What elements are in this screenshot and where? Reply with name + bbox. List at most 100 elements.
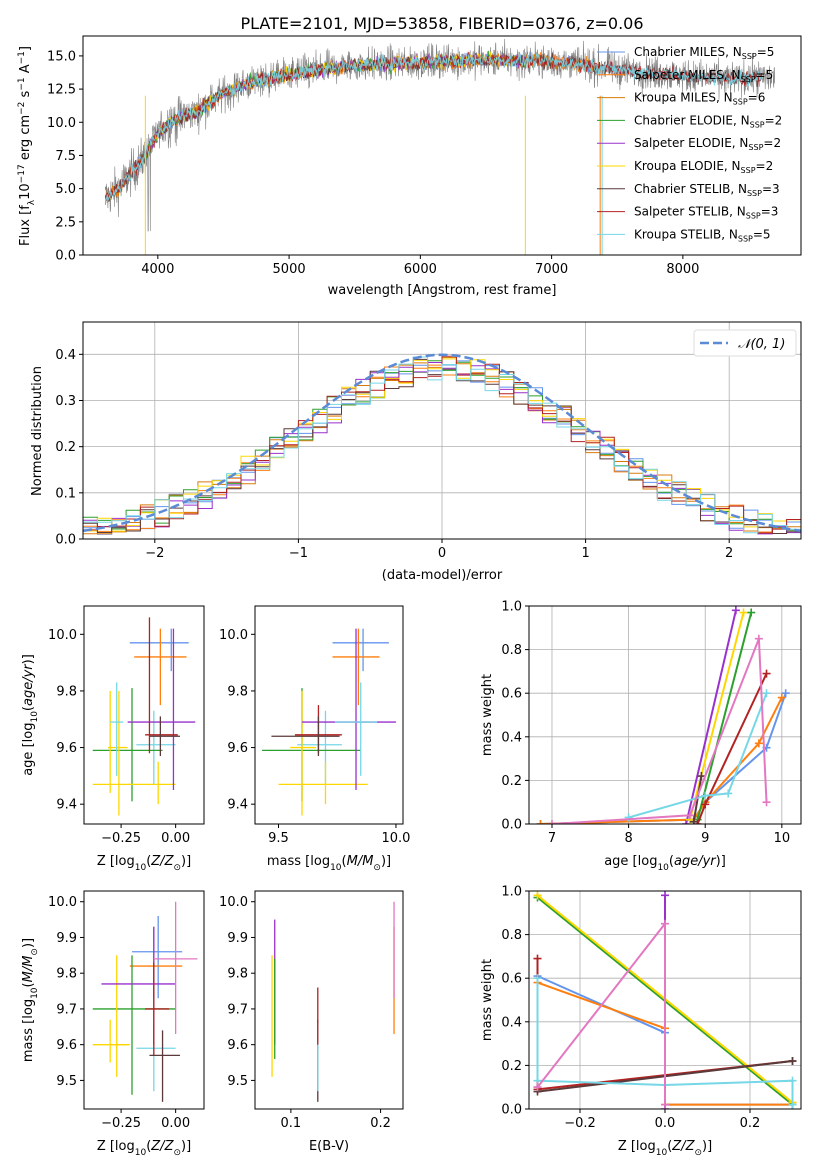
x-tick-label: 7: [548, 831, 556, 846]
panel-age-vs-Z: −0.25 0.00 9.4 9.6 9.8 10.0: [48, 605, 205, 846]
legend-label: Chabrier ELODIE, NSSP=2: [634, 113, 782, 129]
weight-marker: [762, 669, 771, 678]
y-tick-label: 1.0: [501, 885, 522, 900]
y-tick-label: 0.0: [501, 818, 522, 833]
y-tick-label: 2.5: [55, 215, 76, 230]
weight-marker: [788, 1100, 797, 1109]
legend-label: Salpeter MILES, NSSP=5: [634, 68, 773, 84]
y-axis-label: Normed distribution: [30, 366, 45, 496]
y-tick-label: 0.0: [55, 533, 76, 548]
legend-label: Kroupa ELODIE, NSSP=2: [634, 159, 773, 175]
y-tick-label: 10.0: [219, 628, 248, 643]
x-tick-label: 9.5: [268, 831, 289, 846]
weight-marker: [724, 789, 733, 798]
figure-title: PLATE=2101, MJD=53858, FIBERID=0376, z=0…: [240, 14, 643, 33]
y-tick-label: 0.0: [55, 249, 76, 264]
axes-frame: [254, 605, 404, 825]
weight-marker: [533, 1083, 542, 1092]
weight-marker: [731, 606, 740, 615]
x-tick-label: 0.00: [161, 1116, 190, 1131]
legend-label: Salpeter STELIB, NSSP=3: [634, 205, 778, 221]
x-axis-label: age [log10(age/yr)]: [604, 854, 726, 873]
y-tick-label: 9.6: [227, 1038, 248, 1053]
x-tick-label: 10: [774, 831, 791, 846]
y-axis-label: Flux [fλ10−17 erg cm−2 s−1 A−1]: [17, 46, 37, 246]
x-tick-label: 0.0: [655, 1116, 676, 1131]
panel-age-vs-mass: 9.5 10.0 9.4 9.6 9.8 10.0: [219, 605, 410, 846]
weight-marker: [781, 689, 790, 698]
x-tick-label: −0.2: [564, 1116, 596, 1131]
weight-marker: [661, 919, 669, 928]
model-spectrum-line: [104, 51, 763, 203]
weight-marker: [685, 811, 694, 820]
y-tick-label: 10.0: [48, 895, 77, 910]
x-tick-label: 8: [624, 831, 632, 846]
axes-frame: [83, 605, 205, 825]
x-tick-label: −0.25: [101, 1116, 141, 1131]
y-tick-label: 9.4: [227, 798, 248, 813]
panel-mass-vs-Z: −0.25 0.00 9.5 9.6 9.7 9.8 9.9 10.0: [48, 890, 205, 1131]
legend-box: [693, 329, 797, 357]
x-tick-label: −2: [145, 546, 164, 561]
y-tick-label: 9.6: [56, 741, 77, 756]
y-tick-label: 0.8: [501, 643, 522, 658]
weight-line: [551, 638, 768, 824]
panel-spectrum: 4000 5000 6000 7000 8000 0.0 2.5 5.0 7.5 10.0 12.5…: [47, 35, 802, 298]
weight-marker: [682, 820, 691, 824]
y-tick-label: 0.2: [55, 440, 76, 455]
observed-spectrum-line: [105, 38, 775, 232]
x-axis-label: Z [log10(Z/Z⊙)]: [97, 1139, 191, 1158]
weight-marker: [762, 798, 771, 807]
legend-label: Chabrier MILES, NSSP=5: [634, 45, 774, 61]
x-tick-label: 0.1: [281, 1116, 302, 1131]
axes-frame: [254, 890, 404, 1110]
legend-label: Salpeter ELODIE, NSSP=2: [634, 136, 781, 152]
panel-residuals: −2 −1 0 1 2 0.0 0.1 0.2 0.3 0.4 𝒩(0, 1) (data-model…: [30, 321, 802, 583]
weight-marker: [788, 1076, 797, 1085]
plot-area: [83, 353, 801, 535]
y-tick-label: 0.3: [55, 394, 76, 409]
weight-marker: [701, 800, 710, 809]
x-tick-label: −0.25: [101, 831, 141, 846]
x-tick-label: 8000: [666, 262, 699, 277]
y-tick-label: 9.9: [227, 931, 248, 946]
y-tick-label: 0.4: [501, 1015, 522, 1030]
x-axis-label: (data-model)/error: [382, 568, 503, 583]
y-tick-label: 10.0: [48, 628, 77, 643]
y-tick-label: 0.4: [55, 348, 76, 363]
x-tick-label: 0.00: [161, 831, 190, 846]
x-tick-label: 2: [725, 546, 733, 561]
plot-area: [533, 891, 797, 1109]
y-tick-label: 9.5: [56, 1074, 77, 1089]
x-tick-label: −1: [289, 546, 308, 561]
y-tick-label: 10.0: [219, 895, 248, 910]
axes-frame: [82, 35, 802, 256]
weight-marker: [739, 608, 748, 617]
x-tick-label: 10.0: [381, 831, 410, 846]
axes-frame: [83, 890, 205, 1110]
axes-frame: [528, 605, 802, 825]
y-tick-label: 9.9: [56, 931, 77, 946]
y-tick-label: 15.0: [47, 49, 76, 64]
y-tick-label: 9.8: [227, 967, 248, 982]
plot-area: [92, 901, 198, 1102]
weight-line: [696, 612, 753, 820]
y-tick-label: 0.4: [501, 730, 522, 745]
y-tick-label: 9.6: [227, 741, 248, 756]
x-tick-label: 4000: [141, 262, 174, 277]
y-tick-label: 0.8: [501, 928, 522, 943]
legend-label: Chabrier STELIB, NSSP=3: [634, 182, 780, 198]
weight-line: [688, 612, 745, 820]
weight-marker: [661, 1100, 669, 1109]
plot-area: [262, 628, 396, 816]
x-tick-label: 0.2: [370, 1116, 391, 1131]
weight-marker: [701, 791, 710, 800]
x-tick-label: 0: [438, 546, 446, 561]
legend-label: Kroupa STELIB, NSSP=5: [634, 227, 771, 243]
y-tick-label: 9.5: [227, 1074, 248, 1089]
panel-massweight-vs-Z: −0.2 0.0 0.2 0.0 0.2 0.4 0.6 0.8 1.0: [501, 885, 802, 1131]
y-tick-label: 9.4: [56, 798, 77, 813]
x-axis-label: mass [log10(M/M⊙)]: [267, 854, 391, 873]
y-tick-label: 5.0: [55, 182, 76, 197]
